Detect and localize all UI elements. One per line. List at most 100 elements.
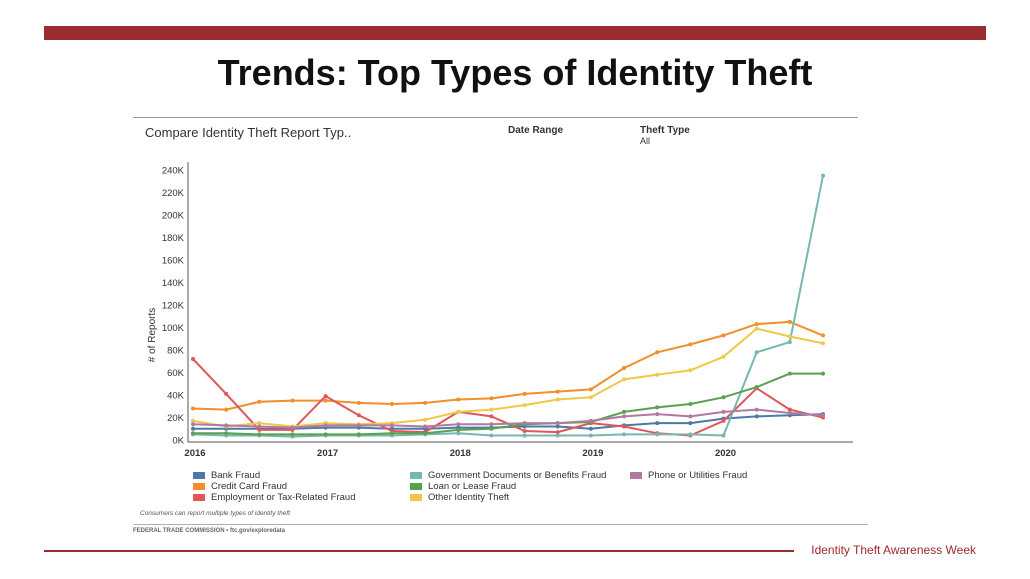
x-tick-label: 2020 <box>715 448 736 459</box>
y-tick-label: 100K <box>162 323 185 334</box>
data-point <box>257 421 262 426</box>
data-point <box>456 427 461 432</box>
x-tick-label: 2019 <box>582 448 603 459</box>
series-line-5 <box>192 327 824 428</box>
data-point <box>423 424 428 429</box>
data-point <box>423 417 428 422</box>
data-point <box>588 418 593 423</box>
data-point <box>821 341 825 346</box>
legend-item-loan-fraud[interactable]: Loan or Lease Fraud <box>410 481 516 492</box>
header-accent-bar <box>44 26 986 40</box>
legend-item-phone-fraud[interactable]: Phone or Utilities Fraud <box>630 470 747 481</box>
data-point <box>622 424 627 429</box>
data-point <box>721 409 726 414</box>
data-point <box>655 421 660 426</box>
panel-bottom-divider <box>133 524 868 525</box>
data-point <box>389 402 394 406</box>
data-point <box>522 391 527 396</box>
panel-heading: Compare Identity Theft Report Typ.. <box>145 125 352 140</box>
y-axis-label: # of Reports <box>147 308 158 362</box>
data-point <box>456 431 461 436</box>
data-point <box>754 385 759 390</box>
data-point <box>655 350 660 355</box>
y-tick-label: 60K <box>167 368 185 379</box>
data-point <box>787 319 792 324</box>
theft-type-filter-label: Theft Type <box>640 125 690 136</box>
legend-item-government-fraud[interactable]: Government Documents or Benefits Fraud <box>410 470 606 481</box>
data-point <box>323 394 328 399</box>
data-point <box>787 411 792 415</box>
data-point <box>522 403 527 408</box>
data-point <box>423 400 428 405</box>
data-point <box>588 433 593 438</box>
theft-type-filter-value[interactable]: All <box>640 136 651 146</box>
legend-swatch <box>410 472 422 479</box>
data-point <box>721 418 726 423</box>
legend-swatch <box>193 494 205 501</box>
data-point <box>622 366 627 370</box>
data-point <box>622 377 627 382</box>
series-line-4 <box>193 372 823 436</box>
data-point <box>688 402 693 406</box>
y-tick-label: 200K <box>162 211 185 222</box>
legend-item-bank-fraud[interactable]: Bank Fraud <box>193 470 260 481</box>
data-point <box>754 414 759 419</box>
legend-swatch <box>193 483 205 490</box>
data-point <box>356 400 361 405</box>
data-point <box>290 432 295 437</box>
data-point <box>655 405 660 410</box>
y-tick-label: 80K <box>167 346 185 357</box>
data-point <box>721 333 726 338</box>
data-point <box>191 418 195 423</box>
data-point <box>622 432 627 437</box>
series-line-6 <box>192 408 824 429</box>
data-point <box>191 406 195 411</box>
data-point <box>323 423 328 428</box>
legend-swatch <box>410 494 422 501</box>
data-point <box>290 398 295 403</box>
legend-swatch <box>410 483 422 490</box>
date-range-filter[interactable]: Date Range <box>508 125 564 136</box>
y-tick-label: 0K <box>172 436 184 447</box>
data-point <box>787 371 792 376</box>
data-point <box>787 407 792 412</box>
data-point <box>456 422 461 427</box>
data-point <box>555 433 560 438</box>
source-credit: FEDERAL TRADE COMMISSION • ftc.gov/explo… <box>133 528 286 534</box>
data-point <box>821 333 825 338</box>
data-point <box>622 414 627 419</box>
legend-item-other-identity-theft[interactable]: Other Identity Theft <box>410 492 509 503</box>
data-point <box>588 387 593 392</box>
data-point <box>389 431 394 436</box>
data-point <box>754 326 759 331</box>
data-point <box>721 395 726 400</box>
data-point <box>257 399 262 404</box>
data-point <box>555 424 560 429</box>
data-point <box>257 427 262 432</box>
data-point <box>257 424 262 429</box>
data-point <box>688 342 693 347</box>
data-point <box>555 430 560 435</box>
y-tick-label: 220K <box>162 188 185 199</box>
data-point <box>522 433 527 438</box>
x-tick-label: 2016 <box>184 448 205 459</box>
data-point <box>489 396 494 401</box>
chart-footnote: Consumers can report multiple types of i… <box>140 510 290 517</box>
legend-item-credit-card-fraud[interactable]: Credit Card Fraud <box>193 481 287 492</box>
data-point <box>754 322 759 327</box>
data-point <box>224 391 229 396</box>
y-tick-label: 20K <box>167 413 185 424</box>
data-point <box>323 398 328 403</box>
y-tick-label: 240K <box>162 166 185 177</box>
data-point <box>721 354 726 359</box>
slide-title: Trends: Top Types of Identity Theft <box>217 52 813 93</box>
data-point <box>622 409 627 414</box>
legend-item-employment-fraud[interactable]: Employment or Tax-Related Fraud <box>193 492 356 503</box>
y-tick-label: 180K <box>162 233 185 244</box>
legend-label: Credit Card Fraud <box>211 481 288 492</box>
y-tick-label: 160K <box>162 256 185 267</box>
legend-label: Bank Fraud <box>211 470 261 481</box>
data-point <box>688 414 693 419</box>
data-point <box>489 426 494 431</box>
data-point <box>522 421 527 426</box>
